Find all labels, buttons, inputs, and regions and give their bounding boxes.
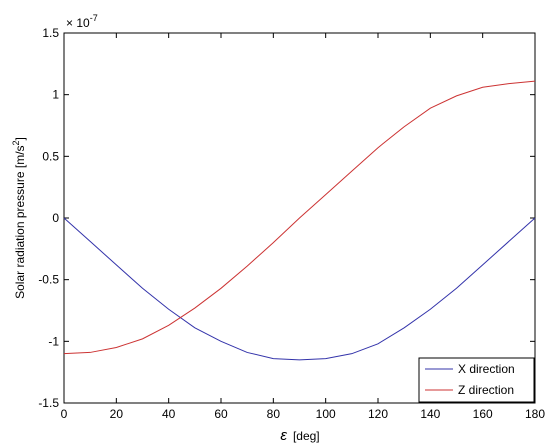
legend-label-z-direction: Z direction (458, 383, 514, 397)
x-tick-label: 140 (420, 407, 440, 421)
y-tick-label: 1.5 (42, 26, 59, 40)
y-tick-label: -0.5 (38, 273, 59, 287)
x-tick-label: 60 (214, 407, 228, 421)
y-tick-label: -1.5 (38, 396, 59, 410)
y-tick-label: -1 (48, 334, 59, 348)
y-tick-label: 0 (52, 211, 59, 225)
series-line-x-direction (63, 217, 536, 361)
legend: X direction Z direction (418, 357, 535, 403)
series-line-z-direction (63, 80, 536, 355)
x-axis-ticks: 0 20 40 60 80 100 120 140 160 180 (61, 33, 545, 421)
x-tick-label: 180 (525, 407, 545, 421)
legend-box (418, 357, 535, 403)
x-tick-label: 40 (162, 407, 176, 421)
x-tick-label: 100 (316, 407, 336, 421)
series-layer (63, 80, 536, 361)
x-tick-label: 0 (61, 407, 68, 421)
legend-label-x-direction: X direction (458, 362, 515, 376)
x-tick-label: 160 (473, 407, 493, 421)
y-axis-ticks: -1.5 -1 -0.5 0 0.5 1 1.5 (38, 26, 535, 410)
x-tick-label: 20 (110, 407, 124, 421)
x-tick-label: 80 (267, 407, 281, 421)
y-axis-label: Solar radiation pressure [m/s2] (11, 137, 27, 299)
x-tick-label: 120 (368, 407, 388, 421)
y-tick-label: 1 (52, 88, 59, 102)
x-axis-label: ε [deg] (280, 427, 319, 444)
y-tick-label: 0.5 (42, 149, 59, 163)
y-axis-exponent: × 10-7 (66, 13, 98, 30)
